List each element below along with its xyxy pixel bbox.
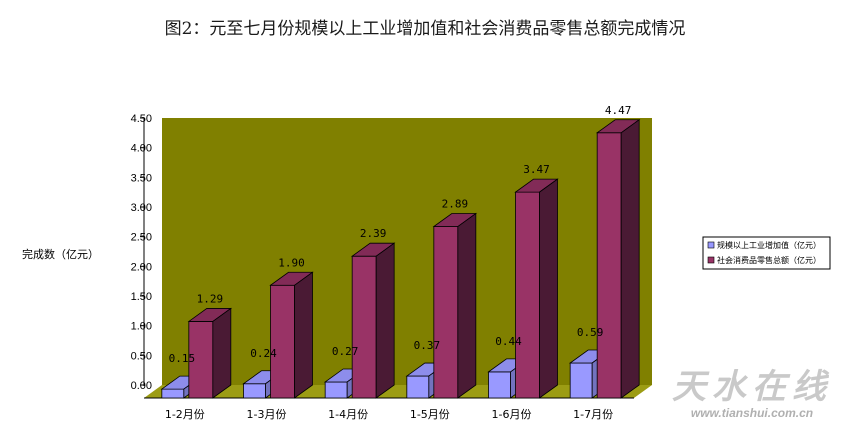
legend-swatch xyxy=(707,241,715,249)
bar-retail-front xyxy=(188,321,214,399)
data-label-retail: 1.90 xyxy=(278,256,305,269)
bar-retail-side xyxy=(620,118,640,399)
bar-retail-side xyxy=(294,271,313,399)
legend-box xyxy=(702,236,831,270)
chart-legend: 规模以上工业增加值（亿元） 社会消费品零售总额（亿元） xyxy=(702,236,831,270)
bar-industry-front xyxy=(161,388,185,399)
data-label-industry: 0.37 xyxy=(414,339,441,352)
bar-retail-front xyxy=(433,226,459,399)
bar-industry-front xyxy=(324,381,348,399)
bar-retail-side xyxy=(457,212,477,399)
bar-industry-front xyxy=(569,362,593,399)
data-label-industry: 0.15 xyxy=(169,352,196,365)
bar-retail-side xyxy=(539,178,558,399)
y-tick-label: 4.00 xyxy=(131,143,152,155)
bar-retail-front xyxy=(270,284,295,399)
bar-retail-side xyxy=(375,242,395,399)
chart-title: 图2：元至七月份规模以上工业增加值和社会消费品零售总额完成情况 xyxy=(164,19,686,39)
watermark-logo: 天水在线 www.tianshui.com.cn xyxy=(662,368,842,420)
watermark-text: 天水在线 xyxy=(672,367,832,407)
legend-label: 社会消费品零售总额（亿元） xyxy=(717,255,821,265)
y-tick-label: 0.50 xyxy=(131,350,152,362)
legend-label: 规模以上工业增加值（亿元） xyxy=(717,240,821,250)
bar-industry-front xyxy=(488,371,511,399)
y-axis-title: 完成数（亿元） xyxy=(22,247,99,261)
bar-industry-front xyxy=(243,383,266,399)
x-tick-label: 1-7月份 xyxy=(573,408,613,421)
x-tick-label: 1-6月份 xyxy=(492,408,532,421)
bar-retail-side xyxy=(212,307,232,399)
bar-retail-front xyxy=(351,255,377,399)
y-tick-label: 0.00 xyxy=(131,380,152,392)
y-tick-label: 3.00 xyxy=(131,202,152,214)
chart-bars xyxy=(160,118,641,399)
legend-swatch xyxy=(707,256,715,264)
data-label-industry: 0.44 xyxy=(495,335,522,348)
chart-axes: 0.00 0.50 1.00 1.50 2.00 2.50 3.00 3.50 4.00 4.50… xyxy=(22,113,634,421)
watermark-url: www.tianshui.com.cn xyxy=(690,406,814,420)
data-label-retail: 2.89 xyxy=(442,198,469,211)
data-label-retail: 2.39 xyxy=(360,227,387,240)
x-tick-label: 1-2月份 xyxy=(165,408,205,421)
data-label-industry: 0.27 xyxy=(332,345,359,358)
plot-back-wall xyxy=(162,118,652,385)
chart-data-labels: 0.15 1.29 0.24 1.90 0.27 2.39 0.37 2.89 0.44 3.47… xyxy=(169,104,632,365)
data-label-retail: 3.47 xyxy=(523,163,550,176)
y-tick-label: 4.50 xyxy=(131,113,152,125)
bar-retail-front xyxy=(596,132,622,399)
data-label-retail: 1.29 xyxy=(197,292,224,305)
data-label-retail: 4.47 xyxy=(605,104,632,117)
data-label-industry: 0.59 xyxy=(577,326,604,339)
y-tick-label: 2.50 xyxy=(131,232,152,244)
x-tick-label: 1-3月份 xyxy=(247,408,287,421)
x-tick-label: 1-5月份 xyxy=(410,408,450,421)
y-tick-label: 3.50 xyxy=(131,172,152,184)
bar-industry-front xyxy=(406,375,430,399)
bar-retail-front xyxy=(515,191,540,399)
data-label-industry: 0.24 xyxy=(250,347,277,360)
x-tick-label: 1-4月份 xyxy=(328,408,368,421)
y-tick-label: 1.00 xyxy=(131,321,152,333)
y-tick-label: 2.00 xyxy=(131,261,152,273)
y-tick-label: 1.50 xyxy=(131,291,152,303)
